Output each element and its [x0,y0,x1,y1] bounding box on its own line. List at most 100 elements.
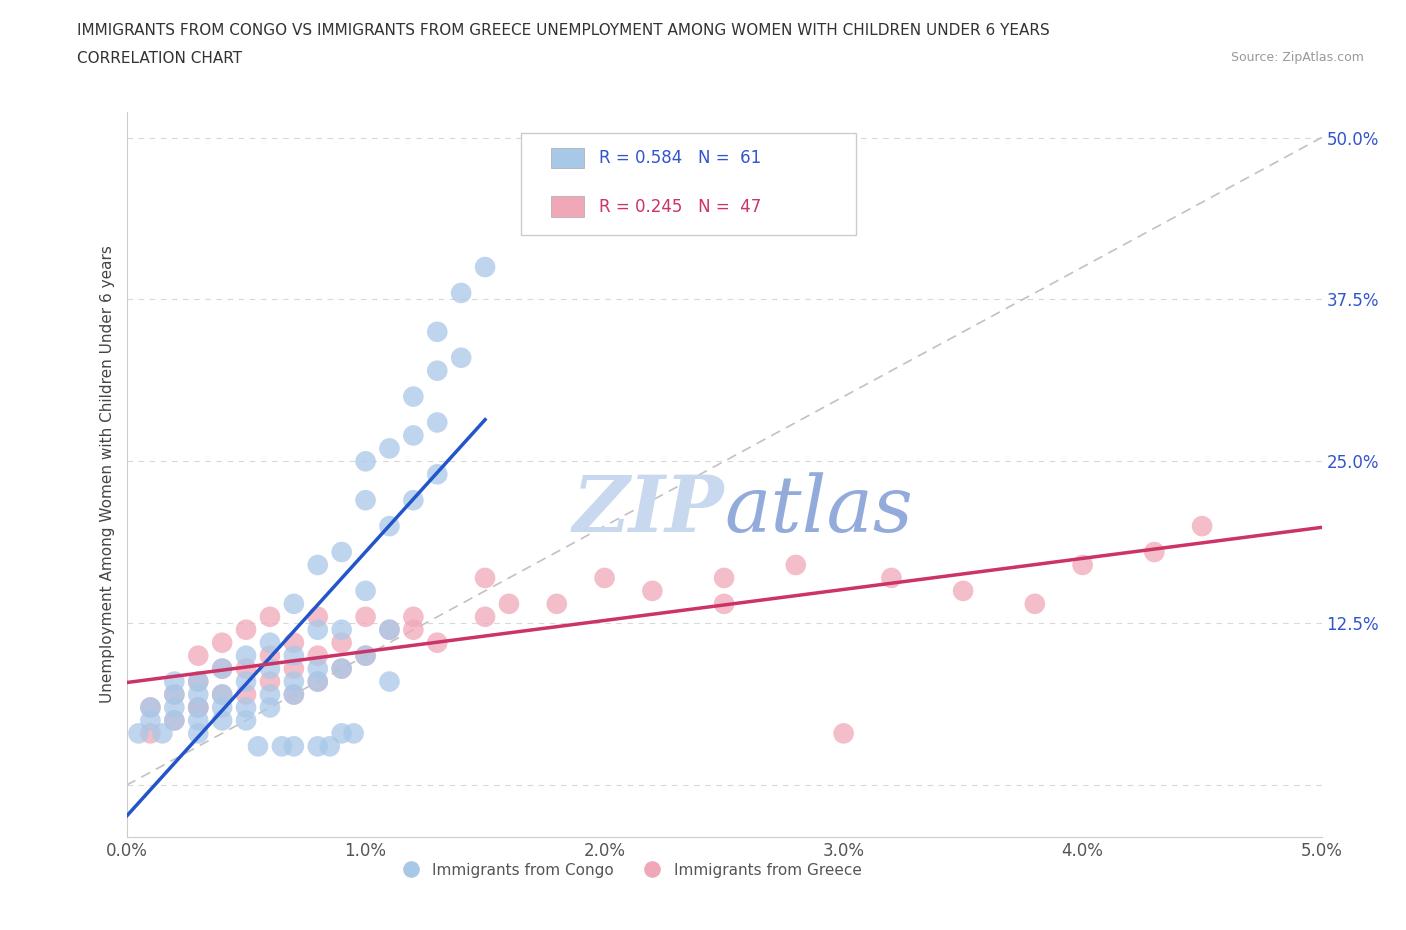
Point [235,687,257,702]
Point [402,609,425,624]
Point [259,687,281,702]
Point [343,726,366,741]
Point [498,596,520,611]
Point [235,674,257,689]
Point [1024,596,1046,611]
Point [187,713,209,728]
Text: ZIP: ZIP [572,472,724,549]
Point [139,700,162,715]
Point [330,661,353,676]
Point [832,726,855,741]
Point [235,700,257,715]
Point [211,687,233,702]
Point [402,622,425,637]
Point [187,700,209,715]
Point [247,738,270,753]
Point [307,648,329,663]
Point [163,674,186,689]
Point [307,661,329,676]
Point [187,726,209,741]
Point [163,700,186,715]
Point [283,661,305,676]
Text: R = 0.245   N =  47: R = 0.245 N = 47 [599,198,761,216]
Text: Source: ZipAtlas.com: Source: ZipAtlas.com [1230,51,1364,64]
Point [1143,545,1166,560]
Text: R = 0.584   N =  61: R = 0.584 N = 61 [599,149,761,167]
Point [187,648,209,663]
Point [426,325,449,339]
Point [880,570,903,585]
Point [474,609,496,624]
Point [426,415,449,430]
Point [307,674,329,689]
Point [402,493,425,508]
Point [378,519,401,534]
Point [283,687,305,702]
Point [474,570,496,585]
Point [330,622,353,637]
FancyBboxPatch shape [520,133,855,235]
Point [307,738,329,753]
Point [211,661,233,676]
Point [211,661,233,676]
Point [426,467,449,482]
Point [330,545,353,560]
Point [127,726,149,741]
Point [283,648,305,663]
Point [235,622,257,637]
Point [307,674,329,689]
Point [187,674,209,689]
Point [1191,519,1213,534]
Point [450,351,472,365]
Bar [551,148,585,168]
Point [354,454,377,469]
Point [307,609,329,624]
Point [354,648,377,663]
Point [187,700,209,715]
Point [283,635,305,650]
Point [354,648,377,663]
Point [139,726,162,741]
Point [283,674,305,689]
Point [259,700,281,715]
Point [450,286,472,300]
Point [330,726,353,741]
Point [307,622,329,637]
Point [1071,558,1094,573]
Point [211,713,233,728]
Point [378,622,401,637]
Point [283,596,305,611]
Point [259,674,281,689]
Point [713,596,735,611]
Point [546,596,568,611]
Point [259,635,281,650]
Point [259,609,281,624]
Point [426,364,449,379]
Point [139,700,162,715]
Point [235,661,257,676]
Point [270,738,294,753]
Text: IMMIGRANTS FROM CONGO VS IMMIGRANTS FROM GREECE UNEMPLOYMENT AMONG WOMEN WITH CH: IMMIGRANTS FROM CONGO VS IMMIGRANTS FROM… [77,23,1050,38]
Point [283,738,305,753]
Point [641,583,664,598]
Point [187,687,209,702]
Point [378,674,401,689]
Point [163,713,186,728]
Point [330,635,353,650]
Point [593,570,616,585]
Point [713,570,735,585]
Point [426,635,449,650]
Text: CORRELATION CHART: CORRELATION CHART [77,51,242,66]
Point [378,622,401,637]
Point [163,687,186,702]
Point [235,713,257,728]
Point [474,259,496,274]
Point [307,558,329,573]
Legend: Immigrants from Congo, Immigrants from Greece: Immigrants from Congo, Immigrants from G… [389,857,868,884]
Text: atlas: atlas [724,472,912,549]
Y-axis label: Unemployment Among Women with Children Under 6 years: Unemployment Among Women with Children U… [100,246,115,703]
Point [378,441,401,456]
Bar [551,196,585,217]
Point [283,687,305,702]
Point [235,648,257,663]
